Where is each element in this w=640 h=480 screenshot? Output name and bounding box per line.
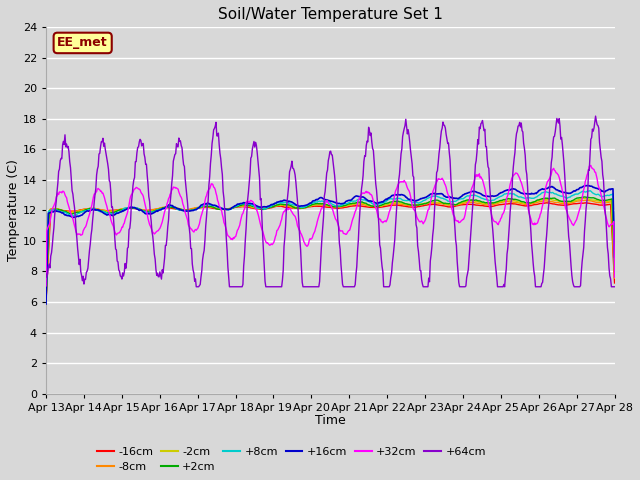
Legend: -16cm, -8cm, -2cm, +2cm, +8cm, +16cm, +32cm, +64cm: -16cm, -8cm, -2cm, +2cm, +8cm, +16cm, +3… xyxy=(97,447,486,472)
Text: EE_met: EE_met xyxy=(58,36,108,49)
Y-axis label: Temperature (C): Temperature (C) xyxy=(7,159,20,262)
Title: Soil/Water Temperature Set 1: Soil/Water Temperature Set 1 xyxy=(218,7,443,22)
X-axis label: Time: Time xyxy=(315,414,346,427)
